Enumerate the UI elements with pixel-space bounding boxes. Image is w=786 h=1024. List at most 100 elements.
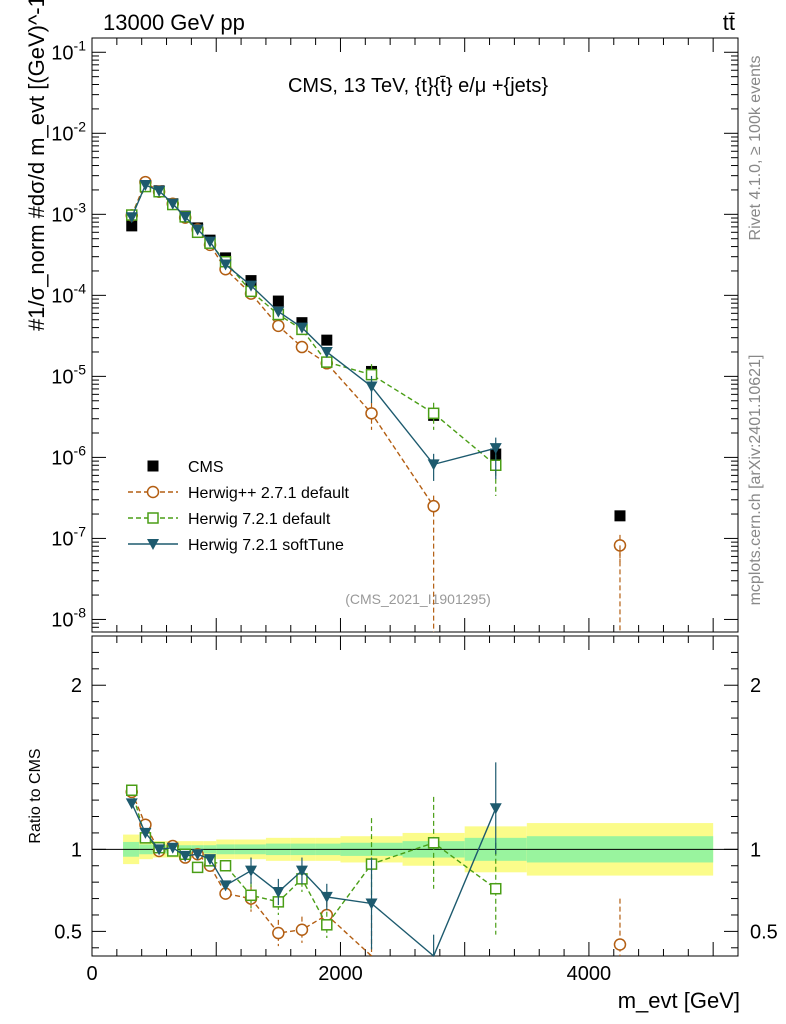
data-point xyxy=(272,887,285,898)
data-point xyxy=(153,844,166,856)
data-point xyxy=(245,865,258,877)
y-tick-exponent: -3 xyxy=(74,199,87,215)
data-point xyxy=(219,259,232,271)
axes: 10-810-710-610-510-410-310-210-10.5 0.51 1… xyxy=(51,37,778,985)
data-point xyxy=(321,334,333,346)
ratio-series-3 xyxy=(125,762,502,958)
data-point xyxy=(166,198,179,210)
legend-entry-0: CMS xyxy=(147,459,224,476)
data-point xyxy=(153,185,166,197)
data-point xyxy=(490,882,502,895)
y-tick-exponent: -2 xyxy=(74,118,87,134)
data-point xyxy=(295,865,308,877)
legend-entry-3: Herwig 7.2.1 softTune xyxy=(128,537,344,554)
ratio-tick-label-left: 0.5 xyxy=(54,921,82,943)
series-line xyxy=(131,180,435,507)
data-point xyxy=(245,280,258,292)
y-tick-base: 10 xyxy=(51,204,73,226)
mcplots-label: mcplots.cern.ch [arXiv:2401.10621] xyxy=(747,355,764,606)
y-tick-base: 10 xyxy=(51,42,73,64)
data-point xyxy=(365,898,378,910)
rivet-label: Rivet 4.1.0, ≥ 100k events xyxy=(747,56,764,241)
data-point xyxy=(321,919,333,931)
y-tick-base: 10 xyxy=(51,447,73,469)
data-point xyxy=(245,889,257,902)
data-point xyxy=(147,512,159,524)
data-point xyxy=(272,926,285,940)
ratio-tick-label-left: 1 xyxy=(71,839,82,861)
y-tick-label: 10-2 xyxy=(51,118,86,145)
y-tick-label: 10-8 xyxy=(51,604,86,631)
data-point xyxy=(272,319,285,333)
legend-entry-1: Herwig++ 2.7.1 default xyxy=(128,485,350,502)
y-tick-label: 10-3 xyxy=(51,199,86,226)
header-right: tt̄ xyxy=(723,10,735,35)
y-tick-base: 10 xyxy=(51,528,73,550)
data-point xyxy=(321,356,333,368)
series-3 xyxy=(125,180,502,481)
data-point xyxy=(179,211,192,223)
header-left: 13000 GeV pp xyxy=(103,10,245,35)
legend-label: Herwig 7.2.1 softTune xyxy=(188,537,344,554)
legend-label: Herwig 7.2.1 default xyxy=(188,511,331,528)
data-point xyxy=(295,322,308,334)
ratio-frame xyxy=(91,635,739,957)
y-tick-base: 10 xyxy=(51,366,73,388)
series-line xyxy=(131,184,496,466)
data-point xyxy=(191,224,204,236)
y-axis-title: #1/σ_norm #dσ/d m_evt [(GeV)^-1] xyxy=(24,0,49,331)
legend-entry-2: Herwig 7.2.1 default xyxy=(128,511,331,528)
data-point xyxy=(219,859,232,872)
ratio-line xyxy=(131,790,497,927)
chart-title: CMS, 13 TeV, {t}{t̄} e/μ +{jets} xyxy=(288,75,548,97)
y-tick-exponent: -6 xyxy=(74,442,87,458)
y-tick-exponent: -1 xyxy=(74,37,87,53)
data-point xyxy=(125,798,138,810)
data-point xyxy=(614,510,626,522)
data-point xyxy=(427,407,440,420)
data-point xyxy=(427,499,440,513)
data-point xyxy=(191,861,204,874)
y-axis-label: #1/σ_norm #dσ/d m_evt [(GeV)^-1] xyxy=(24,0,49,331)
data-point xyxy=(320,891,333,903)
x-tick-label: 0 xyxy=(86,963,97,985)
data-point xyxy=(365,381,378,393)
ratio-tick-label-right: 2 xyxy=(750,675,761,697)
ratio-tick-label-right: 1 xyxy=(750,839,761,861)
series-line xyxy=(131,185,497,466)
data-point xyxy=(427,837,440,849)
y-tick-exponent: -5 xyxy=(74,361,87,377)
y-tick-label: 10-7 xyxy=(51,523,86,550)
data-point xyxy=(365,407,378,420)
y-tick-label: 10-6 xyxy=(51,442,86,469)
data-point xyxy=(427,459,440,471)
x-tick-label: 2000 xyxy=(318,963,363,985)
data-point xyxy=(139,180,152,192)
x-tick-label: 4000 xyxy=(567,963,612,985)
data-point xyxy=(126,220,138,232)
data-point xyxy=(295,923,309,936)
data-point xyxy=(147,539,159,550)
data-point xyxy=(320,346,333,358)
data-point xyxy=(204,854,217,866)
data-point xyxy=(126,784,138,797)
data-point xyxy=(166,842,179,854)
data-point xyxy=(613,938,627,951)
x-axis-label: m_evt [GeV] xyxy=(618,988,740,1013)
y-tick-base: 10 xyxy=(51,285,73,307)
data-point xyxy=(489,443,502,455)
data-point xyxy=(179,850,192,862)
data-point xyxy=(147,460,159,472)
data-point xyxy=(219,880,232,892)
ratio-line xyxy=(131,803,497,958)
data-point xyxy=(489,803,502,815)
data-point xyxy=(204,236,217,248)
analysis-watermark: (CMS_2021_I1901295) xyxy=(345,591,491,607)
legend-label: Herwig++ 2.7.1 default xyxy=(188,485,350,502)
legend-label: CMS xyxy=(188,459,224,476)
data-point xyxy=(125,212,138,224)
y-tick-base: 10 xyxy=(51,609,73,631)
y-tick-base: 10 xyxy=(51,123,73,145)
y-tick-label: 10-4 xyxy=(51,280,86,307)
data-point xyxy=(139,827,152,839)
